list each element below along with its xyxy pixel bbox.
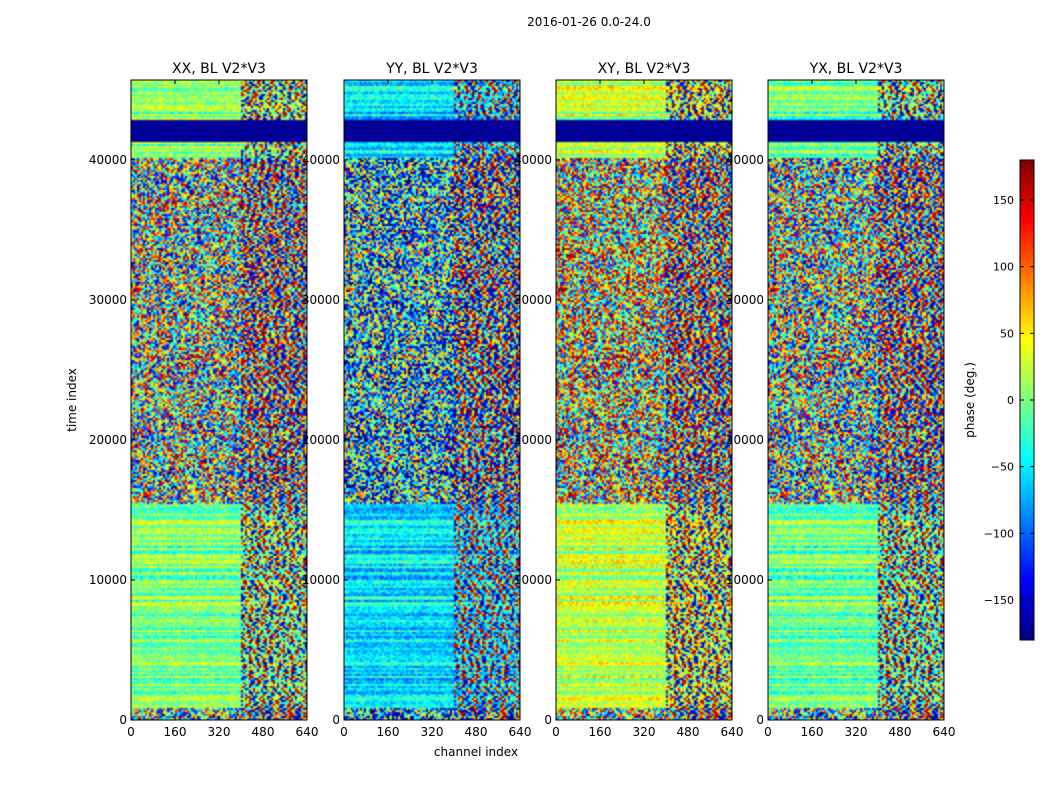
y-tick-label: 30000 — [302, 293, 340, 307]
x-tick-label: 320 — [421, 725, 444, 739]
x-tick-label: 160 — [801, 725, 824, 739]
y-tick-label: 20000 — [514, 433, 552, 447]
colorbar-tick-label: 150 — [993, 194, 1014, 207]
x-tick-label: 160 — [164, 725, 187, 739]
y-tick-label: 0 — [544, 713, 552, 727]
colorbar-tick-label: −100 — [984, 527, 1014, 540]
panel-2: XY, BL V2*V3 0 160 320 480 640 0 10000 20000 3000… — [514, 61, 744, 739]
y-tick-label: 40000 — [514, 153, 552, 167]
y-tick-label: 30000 — [89, 293, 127, 307]
x-tick-label: 320 — [633, 725, 656, 739]
x-tick-label: 640 — [933, 725, 956, 739]
colorbar: 150 100 50 0 −50 −100 −150 phase (deg.) — [963, 159, 1035, 641]
colorbar-tick-label: −150 — [984, 594, 1014, 607]
panel-title: YX, BL V2*V3 — [809, 61, 903, 77]
panel-title: XY, BL V2*V3 — [598, 61, 691, 77]
x-tick-label: 160 — [377, 725, 400, 739]
x-tick-label: 0 — [764, 725, 772, 739]
y-tick-label: 40000 — [726, 153, 764, 167]
y-tick-label: 0 — [332, 713, 340, 727]
y-tick-label: 30000 — [726, 293, 764, 307]
x-tick-label: 480 — [465, 725, 488, 739]
colorbar-tick-label: −50 — [991, 461, 1014, 474]
y-tick-label: 20000 — [726, 433, 764, 447]
x-tick-label: 160 — [589, 725, 612, 739]
y-tick-label: 40000 — [89, 153, 127, 167]
x-tick-label: 480 — [889, 725, 912, 739]
panel-3: YX, BL V2*V3 0 160 320 480 640 0 10000 20000 3000… — [726, 61, 956, 739]
y-tick-label: 20000 — [302, 433, 340, 447]
y-tick-label: 40000 — [302, 153, 340, 167]
x-axis-label: channel index — [434, 745, 518, 759]
phase-raster — [768, 80, 944, 720]
x-tick-label: 640 — [509, 725, 532, 739]
y-tick-label: 20000 — [89, 433, 127, 447]
y-tick-label: 0 — [119, 713, 127, 727]
y-tick-label: 10000 — [89, 573, 127, 587]
y-tick-label: 10000 — [302, 573, 340, 587]
phase-raster — [131, 80, 307, 720]
colorbar-tick-label: 100 — [993, 261, 1014, 274]
panels: XX, BL V2*V3 0 160 320 480 640 0 10000 20000 3000… — [89, 61, 956, 739]
x-tick-label: 640 — [296, 725, 319, 739]
x-tick-label: 480 — [252, 725, 275, 739]
panel-title: XX, BL V2*V3 — [172, 61, 266, 77]
x-tick-label: 480 — [677, 725, 700, 739]
y-tick-label: 30000 — [514, 293, 552, 307]
y-axis-label: time index — [65, 368, 79, 432]
x-tick-label: 0 — [127, 725, 135, 739]
y-tick-label: 10000 — [514, 573, 552, 587]
y-tick-label: 10000 — [726, 573, 764, 587]
figure-title: 2016-01-26 0.0-24.0 — [527, 15, 651, 29]
x-tick-label: 0 — [340, 725, 348, 739]
x-tick-label: 640 — [721, 725, 744, 739]
colorbar-tick-label: 0 — [1007, 394, 1014, 407]
colorbar-label: phase (deg.) — [963, 362, 977, 438]
colorbar-tick-label: 50 — [1000, 327, 1014, 340]
panel-0: XX, BL V2*V3 0 160 320 480 640 0 10000 20000 3000… — [89, 61, 319, 739]
x-tick-label: 320 — [208, 725, 231, 739]
panel-title: YY, BL V2*V3 — [385, 61, 478, 77]
phase-raster — [344, 80, 520, 720]
x-tick-label: 320 — [845, 725, 868, 739]
panel-1: YY, BL V2*V3 0 160 320 480 640 0 10000 20000 3000… — [302, 61, 532, 739]
phase-raster — [556, 80, 732, 720]
x-tick-label: 0 — [552, 725, 560, 739]
y-tick-label: 0 — [756, 713, 764, 727]
colorbar-ticks: 150 100 50 0 −50 −100 −150 — [984, 194, 1034, 607]
